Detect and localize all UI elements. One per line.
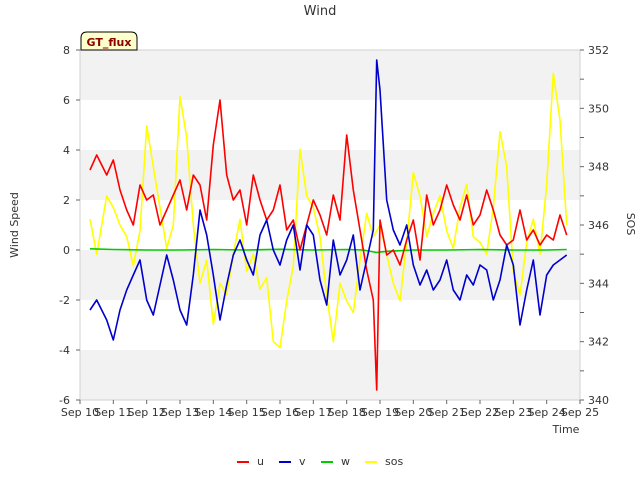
legend: u v w sos [237, 455, 403, 468]
y2-tick-label: 348 [588, 161, 609, 174]
x-tick-label: Sep 25 [561, 406, 599, 419]
x-tick-label: Sep 13 [161, 406, 199, 419]
badge-background [80, 31, 138, 51]
y2-tick-label: 342 [588, 336, 609, 349]
y2-tick-label: 344 [588, 277, 609, 290]
y2-tick-label: 352 [588, 44, 609, 57]
x-tick-label: Sep 24 [528, 406, 566, 419]
right-axis: 340 342 344 346 348 350 352 [580, 44, 609, 407]
site-badge: GT_flux [80, 31, 138, 51]
x-tick-label: Sep 10 [61, 406, 99, 419]
legend-label-w: w [341, 455, 350, 468]
y-tick-label: 4 [63, 144, 70, 157]
x-tick-label: Sep 18 [328, 406, 366, 419]
left-axis: -6 -4 -2 0 2 4 6 8 [59, 44, 80, 407]
y-tick-label: 6 [63, 94, 70, 107]
legend-label-sos: sos [385, 455, 403, 468]
x-tick-label: Sep 20 [394, 406, 432, 419]
background-band [80, 300, 580, 350]
y-tick-label: -6 [59, 394, 70, 407]
legend-label-u: u [257, 455, 264, 468]
y-tick-label: -4 [59, 344, 70, 357]
series-line-u [89, 99, 568, 391]
series-line-sos [89, 72, 568, 349]
x-axis-title: Time [552, 423, 580, 436]
badge-label: GT_flux [87, 36, 132, 49]
background-band [80, 100, 580, 150]
y-axis-title: Wind Speed [8, 192, 21, 258]
y-tick-label: 2 [63, 194, 70, 207]
legend-label-v: v [299, 455, 306, 468]
y-tick-label: 8 [63, 44, 70, 57]
y2-tick-label: 350 [588, 102, 609, 115]
x-tick-label: Sep 21 [428, 406, 466, 419]
x-tick-label: Sep 22 [461, 406, 499, 419]
x-tick-label: Sep 11 [94, 406, 132, 419]
x-tick-label: Sep 23 [494, 406, 532, 419]
y-tick-label: -2 [59, 294, 70, 307]
y2-tick-label: 346 [588, 219, 609, 232]
y2-axis-title: SOS [624, 213, 637, 236]
series-line-v [89, 59, 568, 341]
y-tick-label: 0 [63, 244, 70, 257]
background-band [80, 350, 580, 400]
series-layer [89, 59, 568, 391]
chart-title: Wind [304, 4, 337, 19]
background-band [80, 50, 580, 100]
x-tick-label: Sep 16 [261, 406, 299, 419]
x-tick-label: Sep 14 [194, 406, 232, 419]
x-tick-label: Sep 12 [128, 406, 166, 419]
x-tick-label: Sep 19 [361, 406, 399, 419]
x-tick-label: Sep 17 [294, 406, 332, 419]
background-bands [80, 50, 580, 400]
y2-tick-label: 340 [588, 394, 609, 407]
x-tick-label: Sep 15 [228, 406, 266, 419]
